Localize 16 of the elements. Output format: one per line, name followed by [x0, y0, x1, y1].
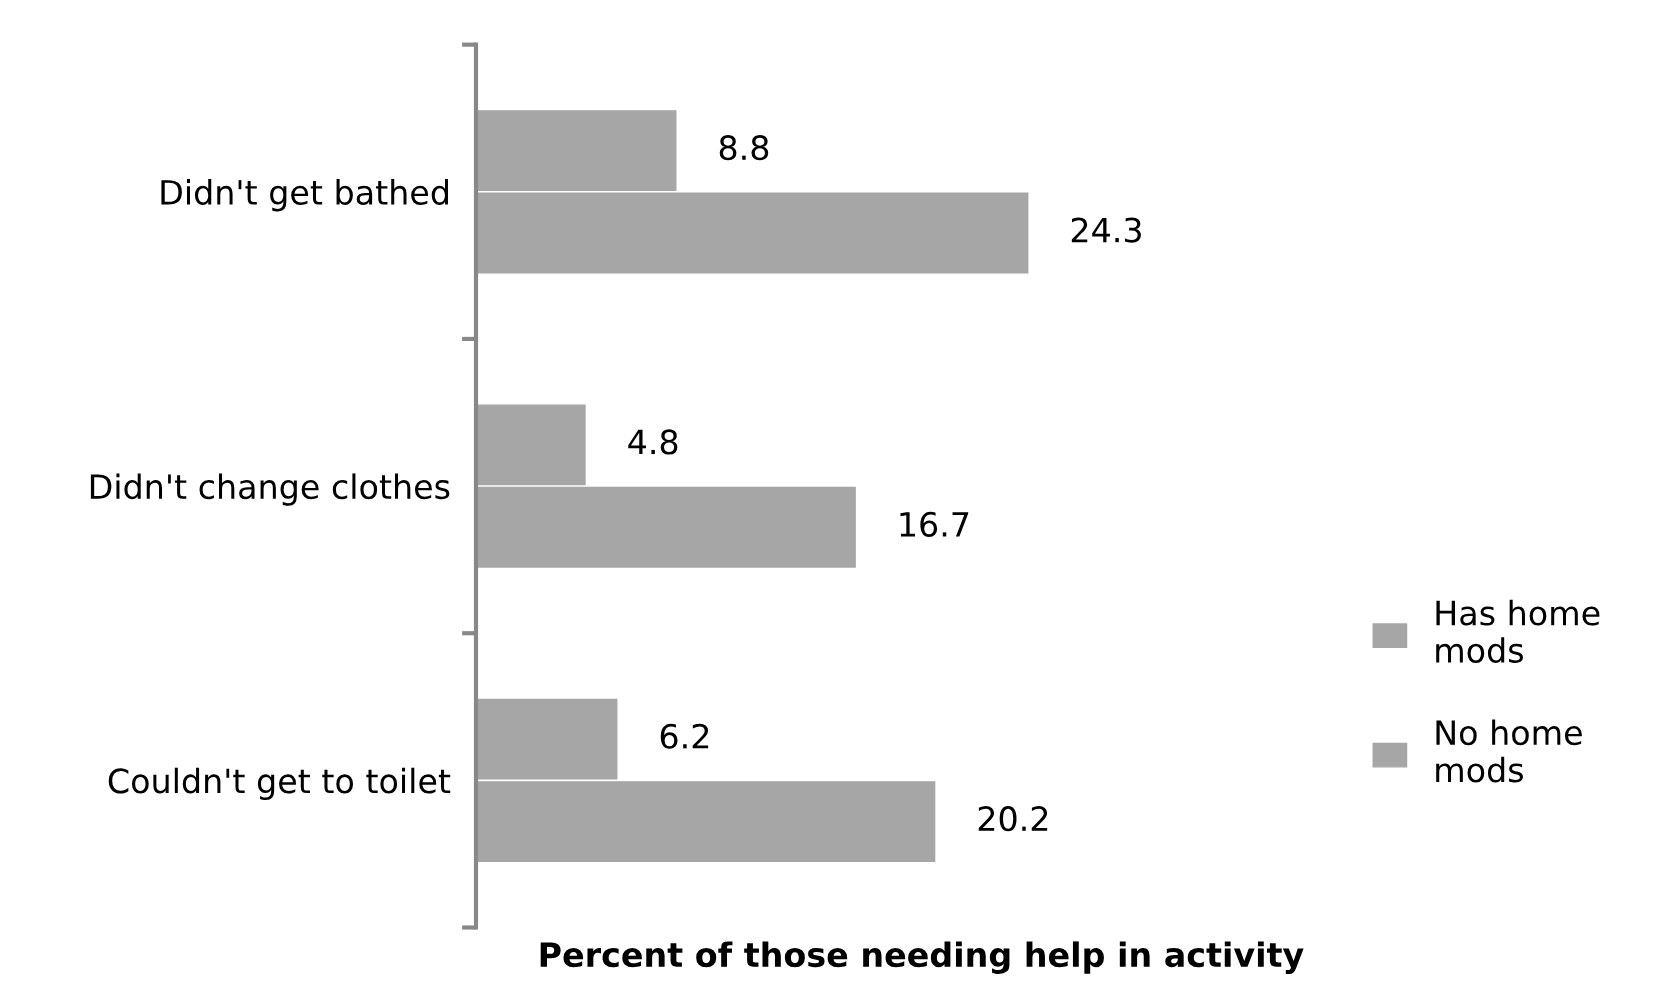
- bar: [476, 192, 1029, 274]
- data-label: 24.3: [1071, 217, 1141, 243]
- data-label: 20.2: [978, 806, 1048, 832]
- legend-label: Has home mods: [1436, 599, 1600, 663]
- y-tick-label: Didn't get bathed: [161, 179, 448, 212]
- data-label: 6.2: [660, 723, 709, 749]
- data-label: 8.8: [719, 135, 769, 161]
- y-tick-label: Didn't change clothes: [90, 473, 450, 506]
- bar: [476, 110, 677, 192]
- x-axis-title: Percent of those needing help in activity: [540, 941, 1304, 974]
- y-tick-label: Couldn't get to toilet: [108, 767, 451, 800]
- bar: [476, 486, 856, 568]
- bar: [476, 404, 586, 486]
- legend-label: No home mods: [1436, 719, 1582, 783]
- data-label: 16.7: [900, 511, 969, 537]
- data-label: 4.8: [628, 429, 678, 455]
